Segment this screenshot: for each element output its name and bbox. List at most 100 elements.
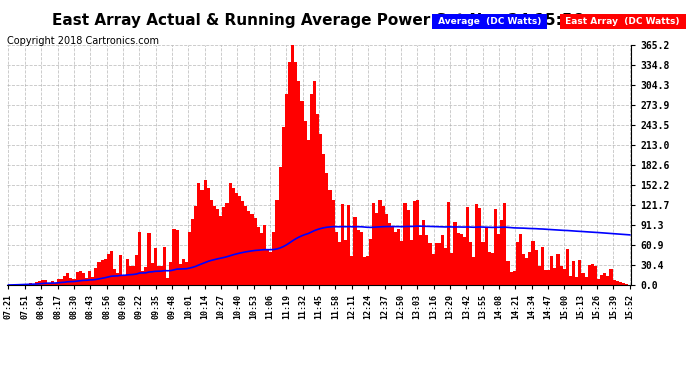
- Bar: [57, 279, 60, 285]
- Bar: [410, 240, 413, 285]
- Bar: [101, 260, 104, 285]
- Bar: [347, 205, 351, 285]
- Bar: [23, 284, 26, 285]
- Bar: [341, 204, 344, 285]
- Bar: [529, 252, 531, 285]
- Bar: [300, 101, 304, 285]
- Bar: [322, 154, 326, 285]
- Bar: [597, 279, 600, 285]
- Bar: [566, 249, 569, 285]
- Bar: [310, 94, 313, 285]
- Bar: [76, 272, 79, 285]
- Bar: [494, 209, 497, 285]
- Bar: [335, 232, 338, 285]
- Bar: [222, 207, 226, 285]
- Bar: [351, 256, 353, 285]
- Bar: [588, 265, 591, 285]
- Bar: [394, 232, 397, 285]
- Bar: [400, 241, 404, 285]
- Bar: [500, 220, 503, 285]
- Bar: [226, 203, 228, 285]
- Bar: [291, 45, 294, 285]
- Bar: [328, 190, 332, 285]
- Bar: [441, 235, 444, 285]
- Bar: [188, 232, 191, 285]
- Bar: [273, 232, 275, 285]
- Bar: [382, 206, 385, 285]
- Bar: [344, 240, 347, 285]
- Bar: [54, 283, 57, 285]
- Bar: [216, 209, 219, 285]
- Bar: [104, 259, 107, 285]
- Bar: [457, 232, 460, 285]
- Bar: [428, 243, 431, 285]
- Bar: [397, 229, 400, 285]
- Bar: [63, 276, 66, 285]
- Bar: [582, 273, 584, 285]
- Bar: [609, 269, 613, 285]
- Bar: [279, 167, 282, 285]
- Bar: [416, 200, 419, 285]
- Bar: [44, 280, 48, 285]
- Bar: [219, 216, 222, 285]
- Bar: [316, 114, 319, 285]
- Bar: [488, 252, 491, 285]
- Bar: [294, 62, 297, 285]
- Bar: [353, 217, 357, 285]
- Bar: [460, 234, 463, 285]
- Bar: [491, 253, 494, 285]
- Bar: [444, 248, 447, 285]
- Bar: [497, 234, 500, 285]
- Bar: [372, 203, 375, 285]
- Bar: [113, 268, 116, 285]
- Bar: [482, 242, 484, 285]
- Text: East Array Actual & Running Average Power Sat Nov 24 15:56: East Array Actual & Running Average Powe…: [52, 13, 583, 28]
- Bar: [575, 277, 578, 285]
- Bar: [141, 271, 144, 285]
- Bar: [451, 253, 453, 285]
- Bar: [285, 94, 288, 285]
- Bar: [263, 225, 266, 285]
- Bar: [519, 234, 522, 285]
- Bar: [584, 277, 588, 285]
- Bar: [550, 256, 553, 285]
- Bar: [422, 220, 425, 285]
- Bar: [535, 250, 538, 285]
- Bar: [615, 281, 619, 285]
- Bar: [172, 229, 175, 285]
- Bar: [619, 282, 622, 285]
- Bar: [594, 266, 597, 285]
- Bar: [306, 140, 310, 285]
- Bar: [85, 278, 88, 285]
- Bar: [556, 255, 560, 285]
- Bar: [95, 268, 97, 285]
- Bar: [207, 188, 210, 285]
- Bar: [169, 262, 172, 285]
- Bar: [607, 276, 609, 285]
- Bar: [466, 207, 469, 285]
- Bar: [241, 201, 244, 285]
- Bar: [48, 283, 50, 285]
- Bar: [35, 282, 38, 285]
- Bar: [213, 206, 216, 285]
- Text: East Array  (DC Watts): East Array (DC Watts): [562, 17, 683, 26]
- Bar: [369, 239, 372, 285]
- Bar: [516, 242, 519, 285]
- Bar: [60, 279, 63, 285]
- Bar: [553, 268, 556, 285]
- Bar: [297, 81, 300, 285]
- Bar: [179, 264, 181, 285]
- Bar: [469, 242, 472, 285]
- Bar: [547, 270, 550, 285]
- Bar: [166, 278, 169, 285]
- Bar: [107, 254, 110, 285]
- Bar: [319, 134, 322, 285]
- Bar: [531, 241, 535, 285]
- Bar: [525, 258, 529, 285]
- Bar: [128, 266, 132, 285]
- Bar: [195, 206, 197, 285]
- Bar: [38, 281, 41, 285]
- Bar: [160, 266, 163, 285]
- Bar: [475, 204, 478, 285]
- Bar: [385, 214, 388, 285]
